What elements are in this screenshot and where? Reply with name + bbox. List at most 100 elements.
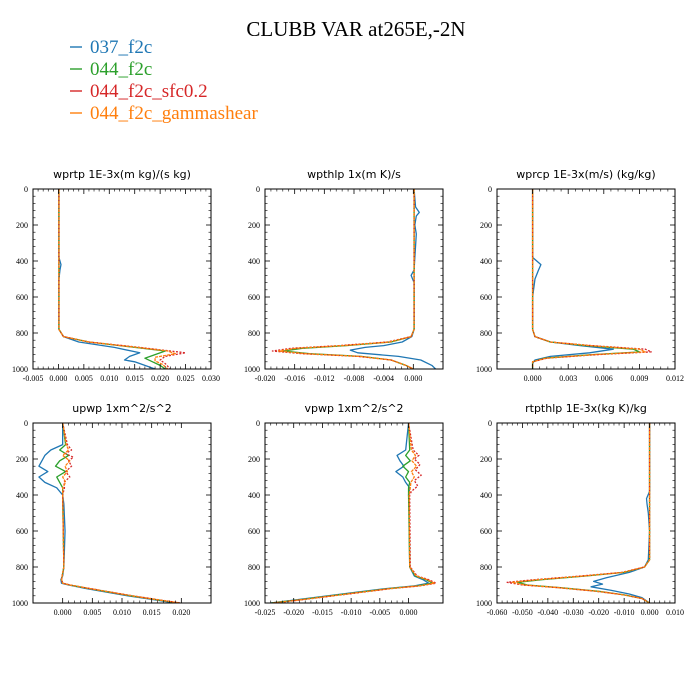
legend-entry-label: 037_f2c	[90, 37, 152, 58]
x-tick-label: 0.010	[113, 608, 131, 617]
plot-frame	[496, 188, 676, 370]
y-tick-label: 200	[16, 221, 28, 230]
y-tick-label: 400	[480, 257, 492, 266]
x-tick-label: -0.060	[487, 608, 508, 617]
x-tick-label: 0.010	[666, 608, 684, 617]
x-tick-label: -0.010	[341, 608, 362, 617]
y-tick-label: 400	[248, 491, 260, 500]
x-tick-label: -0.020	[588, 608, 609, 617]
y-tick-label: 1000	[476, 365, 492, 374]
y-tick-label: 0	[256, 185, 260, 194]
x-tick-label: -0.004	[373, 374, 394, 383]
y-tick-label: 600	[16, 293, 28, 302]
x-tick-label: 0.000	[400, 608, 418, 617]
y-tick-label: 600	[248, 293, 260, 302]
y-tick-label: 400	[248, 257, 260, 266]
x-tick-label: -0.015	[312, 608, 333, 617]
y-tick-label: 0	[488, 419, 492, 428]
y-tick-label: 600	[480, 293, 492, 302]
panel-title: upwp 1xm^2/s^2	[72, 402, 172, 415]
plot-frame	[496, 422, 676, 604]
x-tick-label: 0.005	[75, 374, 93, 383]
y-tick-label: 1000	[476, 599, 492, 608]
y-tick-label: 0	[488, 185, 492, 194]
x-tick-label: 0.000	[641, 608, 659, 617]
y-tick-label: 200	[248, 221, 260, 230]
x-tick-label: 0.000	[49, 374, 67, 383]
panel-title: rtpthlp 1E-3x(kg K)/kg	[525, 402, 647, 415]
chart-panel: wprtp 1E-3x(m kg)/(s kg) 0 200 400 600 800 100…	[12, 168, 220, 383]
y-tick-label: 800	[480, 563, 492, 572]
series-line-037_f2c	[590, 423, 651, 603]
y-tick-label: 800	[480, 329, 492, 338]
y-tick-label: 0	[256, 419, 260, 428]
panel-title: wpthlp 1x(m K)/s	[307, 168, 401, 181]
y-tick-label: 600	[480, 527, 492, 536]
y-tick-label: 0	[24, 419, 28, 428]
y-tick-label: 200	[248, 455, 260, 464]
x-tick-label: -0.005	[23, 374, 44, 383]
x-tick-label: -0.012	[314, 374, 335, 383]
x-tick-label: 0.006	[595, 374, 613, 383]
panel-title: wprcp 1E-3x(m/s) (kg/kg)	[516, 168, 655, 181]
x-tick-label: 0.015	[126, 374, 144, 383]
chart-panel: wprcp 1E-3x(m/s) (kg/kg) 0 200 400 600 800 100…	[476, 168, 684, 383]
x-tick-label: 0.020	[151, 374, 169, 383]
x-tick-label: 0.000	[524, 374, 542, 383]
y-tick-label: 200	[480, 455, 492, 464]
x-tick-label: 0.005	[83, 608, 101, 617]
figure-title: CLUBB VAR at265E,-2N	[246, 17, 465, 41]
x-tick-label: 0.025	[177, 374, 195, 383]
series-line-044_f2c_sfc0.2	[60, 423, 182, 603]
x-tick-label: 0.020	[172, 608, 190, 617]
y-tick-label: 0	[24, 185, 28, 194]
y-tick-label: 800	[248, 329, 260, 338]
x-tick-label: -0.025	[255, 608, 276, 617]
y-tick-label: 200	[480, 221, 492, 230]
y-tick-label: 1000	[244, 365, 260, 374]
x-tick-label: 0.030	[202, 374, 220, 383]
y-tick-label: 800	[16, 329, 28, 338]
y-tick-label: 1000	[244, 599, 260, 608]
y-tick-label: 400	[16, 491, 28, 500]
plot-frame	[32, 188, 212, 370]
y-tick-label: 800	[248, 563, 260, 572]
series-line-044_f2c_gammashear	[60, 423, 181, 603]
y-tick-label: 600	[248, 527, 260, 536]
x-tick-label: -0.008	[344, 374, 365, 383]
x-tick-label: -0.030	[563, 608, 584, 617]
legend-entry-label: 044_f2c	[90, 59, 152, 80]
y-tick-label: 200	[16, 455, 28, 464]
series-line-037_f2c	[58, 189, 156, 369]
plot-frame	[264, 422, 444, 604]
y-tick-label: 600	[16, 527, 28, 536]
x-tick-label: -0.050	[512, 608, 533, 617]
legend-entry-label: 044_f2c_gammashear	[90, 103, 258, 124]
series-line-044_f2c_gammashear	[272, 423, 436, 603]
chart-panel: rtpthlp 1E-3x(kg K)/kg02004006008001000-…	[476, 402, 684, 617]
x-tick-label: -0.005	[370, 608, 391, 617]
x-tick-label: -0.040	[538, 608, 559, 617]
series-line-044_f2c_gammashear	[531, 189, 646, 369]
x-tick-label: 0.015	[143, 608, 161, 617]
x-tick-label: -0.016	[284, 374, 305, 383]
series-line-044_f2c_gammashear	[277, 189, 415, 369]
y-tick-label: 400	[480, 491, 492, 500]
chart-panel: vpwp 1xm^2/s^2 0 200 400 600 800 1000-0.025 -0.…	[244, 402, 444, 617]
x-tick-label: -0.020	[283, 608, 304, 617]
panel-title: vpwp 1xm^2/s^2	[304, 402, 403, 415]
chart-panel: upwp 1xm^2/s^2 0 200 400 600 800 1000 0.000 0.00…	[12, 402, 212, 617]
x-tick-label: -0.020	[255, 374, 276, 383]
series-line-044_f2c_gammashear	[511, 423, 651, 603]
x-tick-label: 0.010	[100, 374, 118, 383]
x-tick-label: 0.012	[666, 374, 684, 383]
y-tick-label: 800	[16, 563, 28, 572]
x-tick-label: 0.000	[404, 374, 422, 383]
x-tick-label: 0.003	[559, 374, 577, 383]
chart-panels: wprtp 1E-3x(m kg)/(s kg) 0 200 400 600 800 100…	[12, 168, 684, 617]
x-tick-label: -0.010	[614, 608, 635, 617]
x-tick-label: 0.009	[630, 374, 648, 383]
x-tick-label: 0.000	[54, 608, 72, 617]
legend: 037_f2c044_f2c044_f2c_sfc0.2044_f2c_gamm…	[70, 37, 258, 124]
